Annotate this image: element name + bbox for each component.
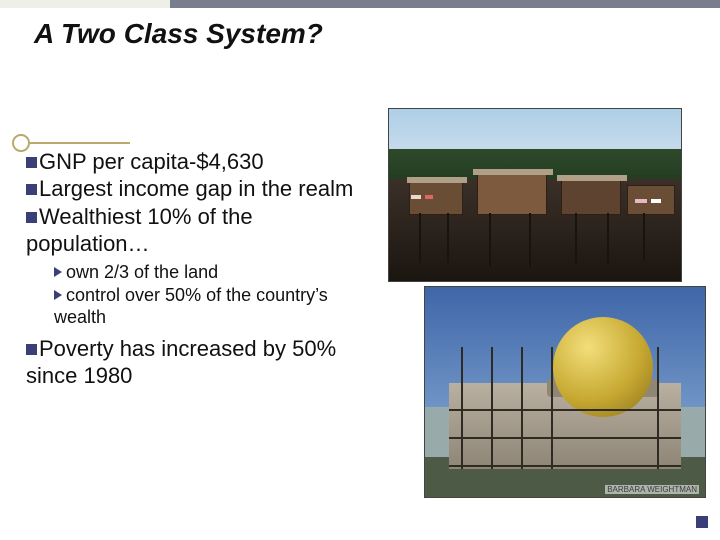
bullet-text: Poverty has increased by 50% since 1980	[26, 336, 336, 388]
photo-dome-building: BARBARA WEIGHTMAN	[424, 286, 706, 498]
sub-bullet-text: control over 50% of the country’s wealth	[54, 285, 328, 328]
bullet-poverty: Poverty has increased by 50% since 1980	[26, 335, 382, 390]
square-bullet-icon	[26, 184, 37, 195]
sub-bullet-land: own 2/3 of the land	[54, 261, 382, 284]
bullet-text: GNP per capita-$4,630	[39, 149, 264, 174]
square-bullet-icon	[26, 212, 37, 223]
chevron-icon	[54, 290, 62, 300]
square-bullet-icon	[26, 344, 37, 355]
body-text-block: GNP per capita-$4,630 Largest income gap…	[26, 148, 382, 389]
sub-bullet-wealth: control over 50% of the country’s wealth	[54, 284, 382, 329]
bullet-income-gap: Largest income gap in the realm	[26, 175, 382, 202]
sub-bullet-list: own 2/3 of the land control over 50% of …	[54, 261, 382, 329]
square-bullet-icon	[26, 157, 37, 168]
photo-credit: BARBARA WEIGHTMAN	[605, 485, 699, 494]
slide-title: A Two Class System?	[34, 18, 323, 50]
bullet-text: Wealthiest 10% of the population…	[26, 204, 253, 256]
bullet-text: Largest income gap in the realm	[39, 176, 353, 201]
slide-corner-marker	[696, 516, 708, 528]
bullet-wealthiest: Wealthiest 10% of the population…	[26, 203, 382, 258]
chevron-icon	[54, 267, 62, 277]
top-band-dark	[170, 0, 720, 8]
sub-bullet-text: own 2/3 of the land	[66, 262, 218, 282]
top-accent-band	[0, 0, 720, 8]
decor-line	[28, 142, 130, 144]
top-band-pale	[0, 0, 170, 8]
bullet-gnp: GNP per capita-$4,630	[26, 148, 382, 175]
photo-favela	[388, 108, 682, 282]
